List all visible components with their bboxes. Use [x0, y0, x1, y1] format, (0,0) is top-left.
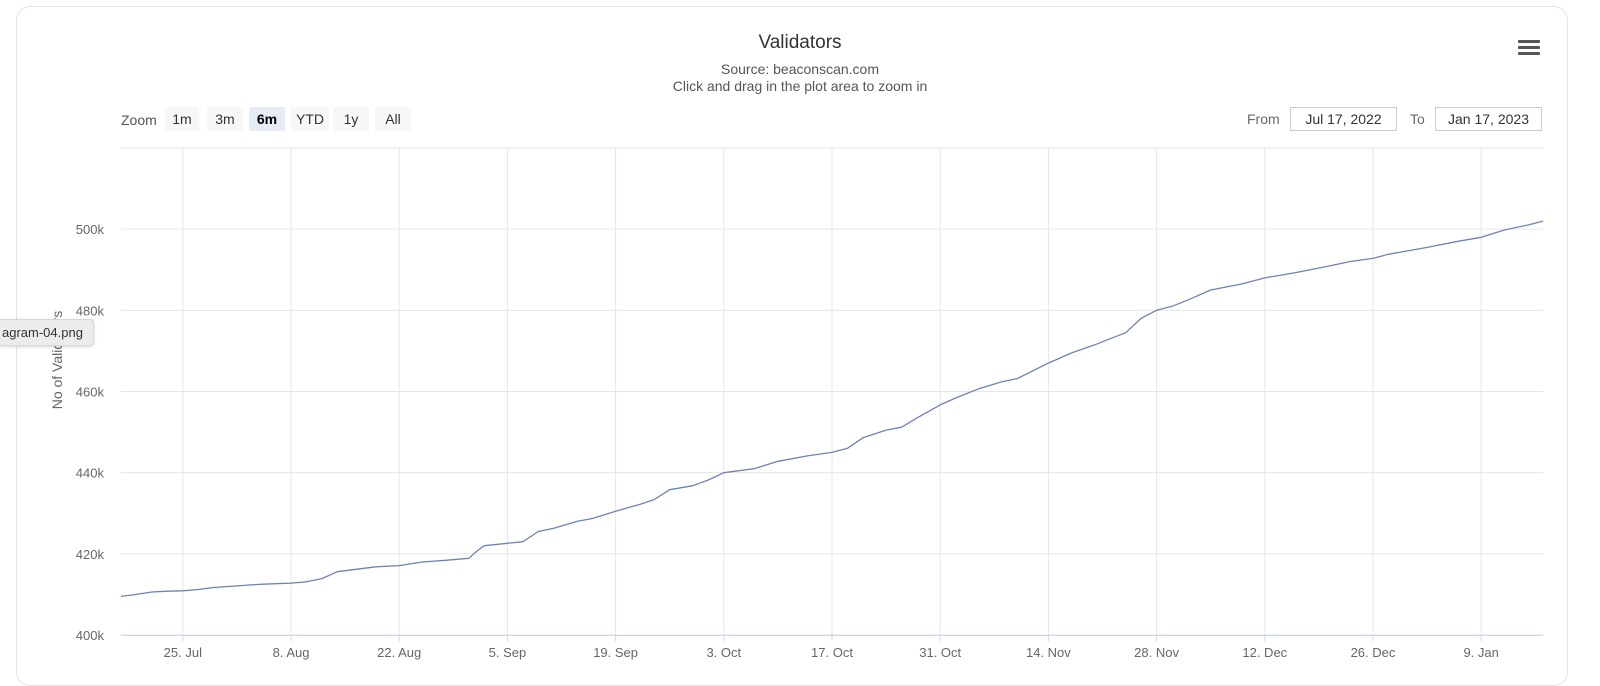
to-date-input[interactable]	[1435, 107, 1542, 131]
zoom-all-button[interactable]: All	[375, 107, 411, 131]
from-date-input[interactable]	[1290, 107, 1397, 131]
chart-title: Validators	[758, 32, 842, 53]
hamburger-menu-icon[interactable]	[1518, 40, 1540, 58]
zoom-label: Zoom	[121, 112, 157, 128]
from-label: From	[1247, 111, 1280, 127]
zoom-1y-button[interactable]: 1y	[333, 107, 369, 131]
chart-subtitle: Source: beaconscan.com	[721, 61, 879, 77]
zoom-instruction: Click and drag in the plot area to zoom …	[672, 78, 928, 94]
zoom-6m-button[interactable]: 6m	[249, 107, 285, 131]
zoom-1m-button[interactable]: 1m	[165, 107, 199, 131]
file-name-tag: agram-04.png	[0, 319, 94, 346]
to-label: To	[1410, 111, 1425, 127]
zoom-ytd-button[interactable]: YTD	[291, 107, 329, 131]
zoom-3m-button[interactable]: 3m	[207, 107, 243, 131]
